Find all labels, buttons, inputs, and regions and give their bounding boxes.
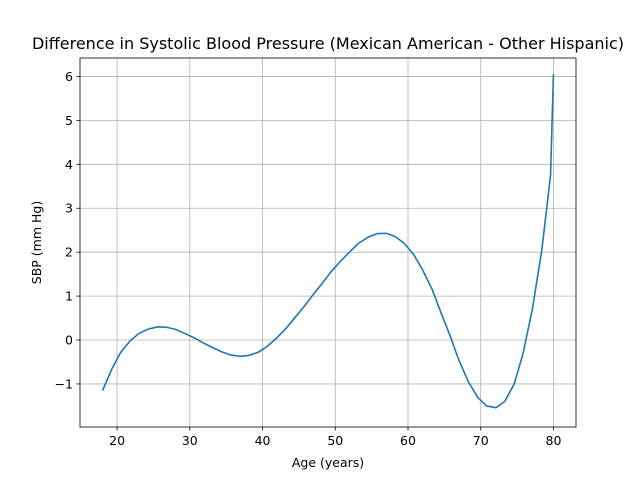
y-tick-label: 4 <box>65 157 73 172</box>
x-tick-label: 60 <box>400 433 416 448</box>
y-tick-label: 6 <box>65 69 73 84</box>
series-line <box>101 74 555 409</box>
y-axis-label: SBP (mm Hg) <box>29 201 44 284</box>
y-tick-label: 3 <box>65 201 73 216</box>
y-tick-label: −1 <box>55 376 73 391</box>
x-tick-label: 80 <box>546 433 562 448</box>
y-tick-label: 2 <box>65 245 73 260</box>
x-tick-label: 50 <box>327 433 343 448</box>
series-layer <box>101 74 555 409</box>
ticks: 20 30 40 50 60 70 80 −1 0 1 2 3 4 5 6 <box>55 69 562 448</box>
grid <box>80 58 576 427</box>
x-tick-label: 40 <box>255 433 271 448</box>
y-tick-label: 1 <box>65 289 73 304</box>
x-axis-label: Age (years) <box>292 455 364 470</box>
plot-frame <box>79 57 577 428</box>
x-tick-label: 70 <box>473 433 489 448</box>
y-tick-label: 5 <box>65 113 73 128</box>
x-tick-label: 30 <box>182 433 198 448</box>
x-tick-label: 20 <box>109 433 125 448</box>
chart-title: Difference in Systolic Blood Pressure (M… <box>32 34 624 53</box>
y-tick-label: 0 <box>65 333 73 348</box>
